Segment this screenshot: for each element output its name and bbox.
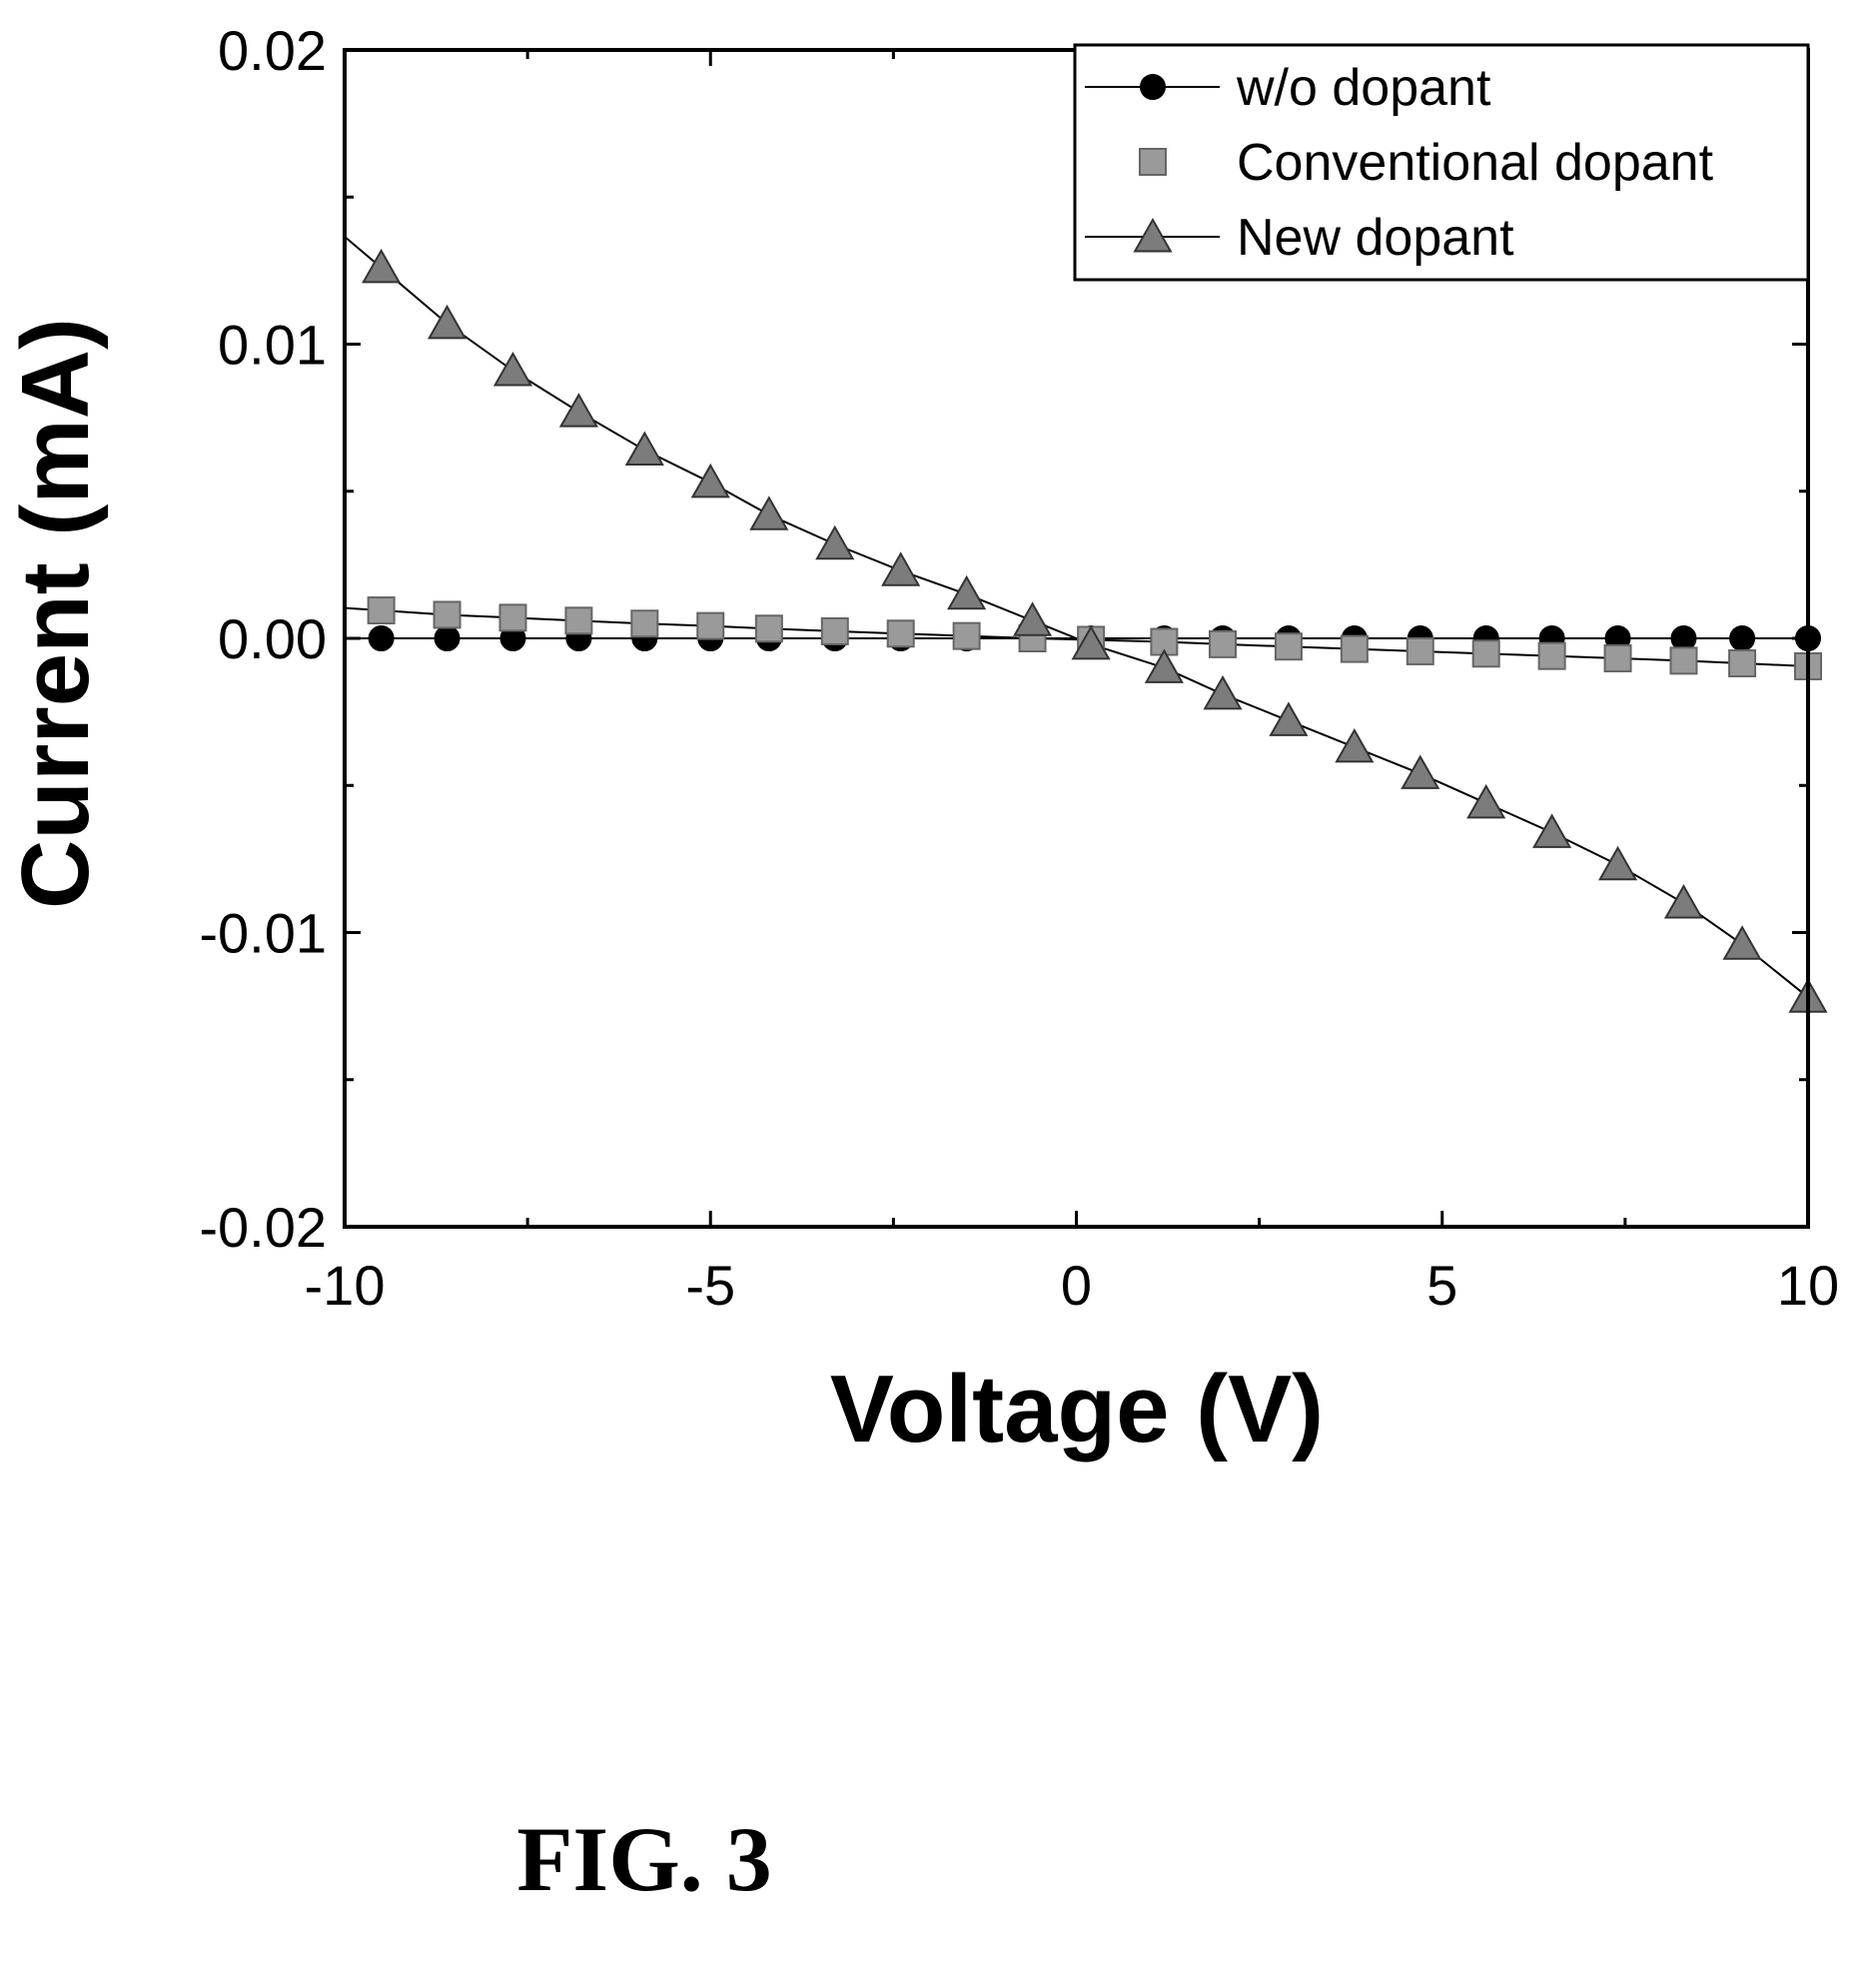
new-dopant-point xyxy=(690,463,730,498)
conventional-dopant-point xyxy=(1471,639,1500,668)
conventional-dopant-point xyxy=(754,614,783,643)
series-markers xyxy=(362,248,1828,1013)
conventional-dopant-point xyxy=(367,596,396,625)
series-lines xyxy=(344,236,1809,999)
y-axis-title: Current (mA) xyxy=(2,318,109,909)
legend-label-conventional-dopant: Conventional dopant xyxy=(1237,134,1714,192)
new-dopant-point xyxy=(1597,845,1638,881)
new-dopant-point xyxy=(1203,674,1243,710)
conventional-dopant-point xyxy=(433,600,462,629)
new-dopant-point xyxy=(1144,648,1184,683)
conventional-dopant-point xyxy=(1669,646,1698,675)
conventional-dopant-point xyxy=(1340,634,1369,663)
x-axis-title: Voltage (V) xyxy=(830,1356,1324,1463)
conventional-dopant-point xyxy=(564,606,593,635)
conventional-dopant-point xyxy=(498,603,527,632)
legend-label-new-dopant: New dopant xyxy=(1237,209,1514,267)
y-tick-label: -0.02 xyxy=(199,1196,327,1259)
y-tick-label: -0.01 xyxy=(199,902,327,965)
new-dopant-point xyxy=(815,524,855,560)
new-dopant-point xyxy=(1663,884,1704,919)
conventional-dopant-point xyxy=(1406,636,1434,665)
wo-dopant-point xyxy=(368,625,395,651)
figure-caption: FIG. 3 xyxy=(516,1808,772,1910)
new-dopant-point xyxy=(1335,727,1375,763)
new-dopant-point xyxy=(362,248,402,284)
conventional-dopant-point xyxy=(1537,641,1566,670)
conventional-dopant-point xyxy=(1209,629,1237,658)
y-tick-label: 0.01 xyxy=(218,314,327,377)
new-dopant-point xyxy=(1012,601,1053,636)
x-tick-label: 5 xyxy=(1426,1254,1457,1317)
legend-label-wo-dopant: w/o dopant xyxy=(1236,59,1491,117)
conventional-dopant-point xyxy=(1274,632,1303,661)
new-dopant-point xyxy=(881,551,921,586)
new-dopant-point xyxy=(1722,925,1762,960)
new-dopant-point xyxy=(947,574,987,610)
conventional-dopant-point xyxy=(1728,649,1757,678)
legend: w/o dopant Conventional dopant New dopant xyxy=(1073,43,1810,282)
y-tick-label: 0.00 xyxy=(218,607,327,670)
x-axis-ticks: -10 -5 0 5 10 xyxy=(305,50,1839,1317)
conventional-dopant-point xyxy=(1603,644,1632,673)
y-axis-ticks: -0.02 -0.01 0.00 0.01 0.02 xyxy=(199,19,1808,1259)
new-dopant-point xyxy=(624,431,664,466)
x-tick-label: 0 xyxy=(1061,1254,1092,1317)
new-dopant-point xyxy=(1532,813,1572,848)
wo-dopant-point xyxy=(434,625,461,651)
conventional-dopant-point xyxy=(952,621,981,650)
x-tick-label: -5 xyxy=(685,1254,735,1317)
conventional-dopant-point xyxy=(886,619,915,648)
new-dopant-point xyxy=(558,393,598,428)
new-dopant-point xyxy=(427,304,468,340)
new-dopant-point xyxy=(749,495,789,530)
x-tick-label: 10 xyxy=(1777,1254,1839,1317)
wo-dopant-point xyxy=(1729,625,1756,651)
y-tick-label: 0.02 xyxy=(218,19,327,82)
new-dopant-point xyxy=(1466,783,1506,819)
new-dopant-point xyxy=(1401,754,1440,789)
conventional-dopant-point xyxy=(696,611,725,640)
new-dopant-point xyxy=(1269,701,1309,736)
legend-box xyxy=(1073,43,1810,282)
new-dopant-line xyxy=(344,236,1809,999)
conventional-dopant-point xyxy=(630,609,659,638)
new-dopant-point xyxy=(1071,624,1111,660)
legend-marker-new-dopant xyxy=(1133,217,1173,253)
legend-marker-wo-dopant xyxy=(1140,74,1166,100)
new-dopant-point xyxy=(492,351,533,387)
conventional-dopant-point xyxy=(820,616,849,645)
legend-marker-conventional-dopant xyxy=(1139,148,1167,176)
x-tick-label: -10 xyxy=(305,1254,386,1317)
